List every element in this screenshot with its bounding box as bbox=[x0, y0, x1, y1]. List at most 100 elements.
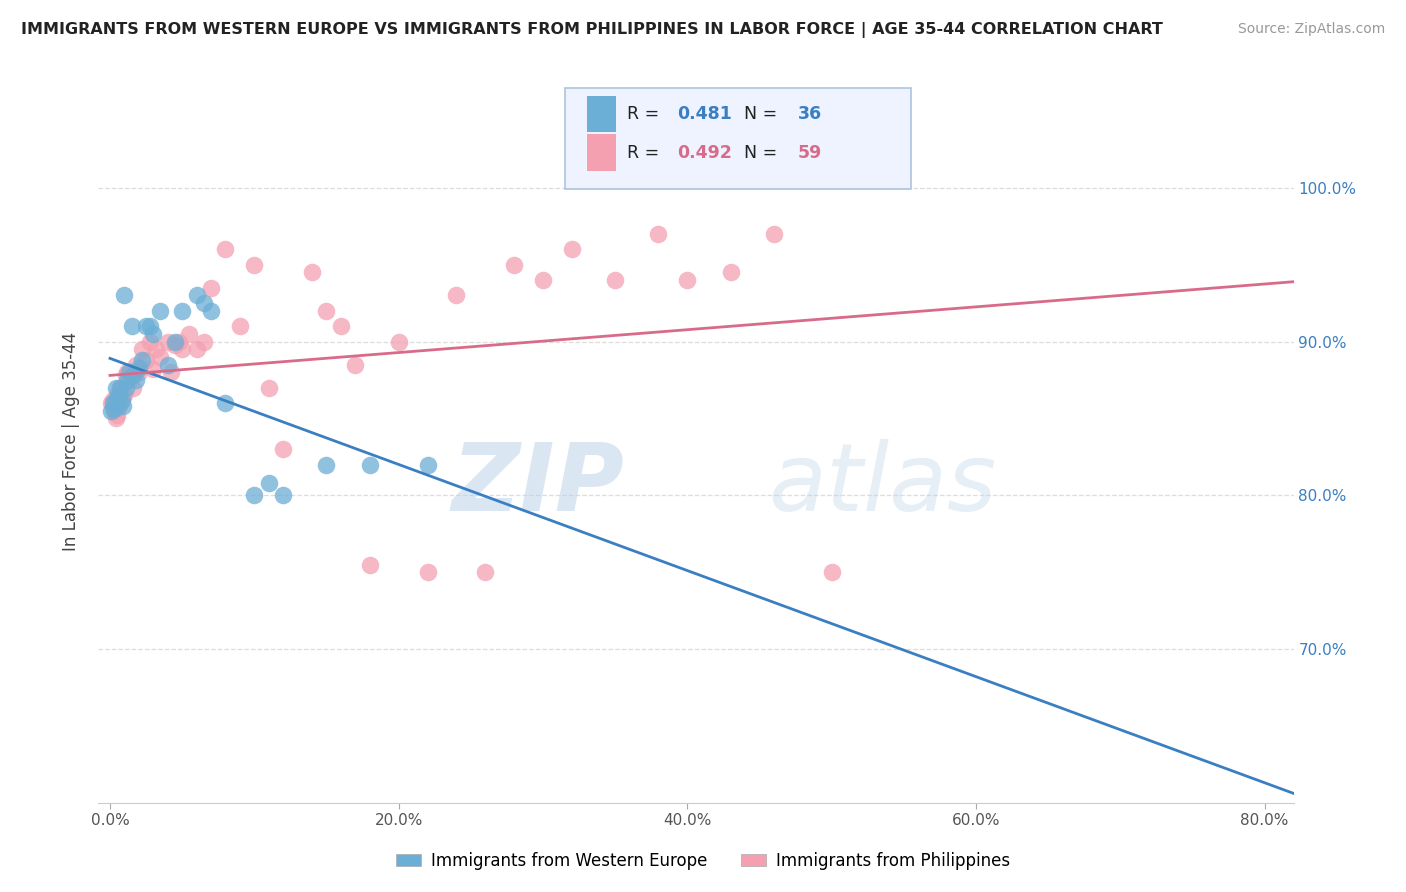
Point bbox=[329, 319, 352, 334]
Point bbox=[167, 334, 190, 349]
FancyBboxPatch shape bbox=[588, 135, 616, 170]
Point bbox=[271, 488, 294, 502]
Point bbox=[214, 243, 236, 257]
Point bbox=[359, 558, 381, 572]
Point bbox=[122, 381, 145, 395]
Point bbox=[108, 381, 131, 395]
Point bbox=[117, 373, 139, 387]
Point bbox=[762, 227, 785, 241]
Point bbox=[101, 396, 124, 410]
Text: 59: 59 bbox=[797, 144, 821, 161]
FancyBboxPatch shape bbox=[565, 87, 911, 189]
Text: N =: N = bbox=[744, 105, 783, 123]
Point bbox=[561, 243, 583, 257]
Point bbox=[193, 334, 215, 349]
Point bbox=[531, 273, 554, 287]
Point bbox=[100, 404, 122, 418]
Point bbox=[214, 396, 236, 410]
Point bbox=[605, 273, 627, 287]
Point bbox=[720, 265, 742, 279]
Text: Source: ZipAtlas.com: Source: ZipAtlas.com bbox=[1237, 22, 1385, 37]
Point bbox=[145, 343, 167, 357]
Point bbox=[142, 326, 165, 341]
Point bbox=[359, 458, 381, 472]
Point bbox=[135, 353, 157, 368]
Point bbox=[115, 381, 138, 395]
Point bbox=[416, 565, 439, 579]
Point bbox=[172, 343, 194, 357]
Point bbox=[111, 399, 134, 413]
Point bbox=[315, 304, 337, 318]
Point bbox=[105, 399, 128, 413]
Point bbox=[110, 392, 132, 407]
Point bbox=[122, 368, 145, 383]
Text: R =: R = bbox=[627, 105, 665, 123]
Point bbox=[243, 258, 266, 272]
Point bbox=[104, 392, 127, 407]
Point bbox=[388, 334, 411, 349]
Point bbox=[104, 411, 127, 425]
Point bbox=[243, 488, 266, 502]
Point bbox=[108, 396, 131, 410]
Point bbox=[446, 288, 468, 302]
Point bbox=[186, 343, 208, 357]
Point bbox=[271, 442, 294, 457]
Point bbox=[121, 319, 143, 334]
Text: IMMIGRANTS FROM WESTERN EUROPE VS IMMIGRANTS FROM PHILIPPINES IN LABOR FORCE | A: IMMIGRANTS FROM WESTERN EUROPE VS IMMIGR… bbox=[21, 22, 1163, 38]
Point bbox=[163, 337, 186, 351]
Point bbox=[647, 227, 669, 241]
Text: N =: N = bbox=[744, 144, 783, 161]
Point bbox=[229, 319, 252, 334]
Point bbox=[112, 288, 135, 302]
Point bbox=[125, 358, 148, 372]
Point bbox=[107, 388, 129, 402]
Point bbox=[179, 326, 201, 341]
Point bbox=[139, 319, 162, 334]
Point bbox=[131, 343, 153, 357]
Point bbox=[200, 304, 222, 318]
Point bbox=[100, 396, 122, 410]
Point bbox=[159, 365, 181, 379]
Point bbox=[111, 388, 134, 402]
Point bbox=[172, 304, 194, 318]
Point bbox=[128, 365, 150, 379]
Point bbox=[115, 368, 138, 383]
Text: atlas: atlas bbox=[768, 440, 995, 531]
Point bbox=[344, 358, 367, 372]
Point bbox=[156, 334, 179, 349]
Point bbox=[110, 381, 132, 395]
Point bbox=[105, 388, 128, 402]
Point bbox=[104, 396, 127, 410]
Point bbox=[820, 565, 842, 579]
Y-axis label: In Labor Force | Age 35-44: In Labor Force | Age 35-44 bbox=[62, 332, 80, 551]
Point bbox=[149, 350, 172, 364]
Point bbox=[131, 353, 153, 368]
Point bbox=[257, 476, 280, 491]
Point bbox=[118, 365, 141, 379]
Point bbox=[149, 304, 172, 318]
Point bbox=[676, 273, 699, 287]
Text: ZIP: ZIP bbox=[451, 439, 624, 531]
Point bbox=[474, 565, 496, 579]
Point bbox=[301, 265, 323, 279]
Point bbox=[186, 288, 208, 302]
Text: 0.492: 0.492 bbox=[676, 144, 731, 161]
Point bbox=[121, 368, 143, 383]
Text: R =: R = bbox=[627, 144, 665, 161]
Point bbox=[104, 381, 127, 395]
Text: 36: 36 bbox=[797, 105, 821, 123]
Point bbox=[125, 373, 148, 387]
Point bbox=[103, 402, 125, 417]
Point bbox=[200, 281, 222, 295]
Point bbox=[101, 392, 124, 407]
Point bbox=[118, 373, 141, 387]
Point bbox=[193, 296, 215, 310]
Point bbox=[112, 388, 135, 402]
Point bbox=[139, 334, 162, 349]
Point bbox=[163, 334, 186, 349]
Point bbox=[108, 381, 131, 395]
Point bbox=[142, 362, 165, 376]
Point bbox=[257, 381, 280, 395]
Point bbox=[315, 458, 337, 472]
Point bbox=[105, 409, 128, 423]
